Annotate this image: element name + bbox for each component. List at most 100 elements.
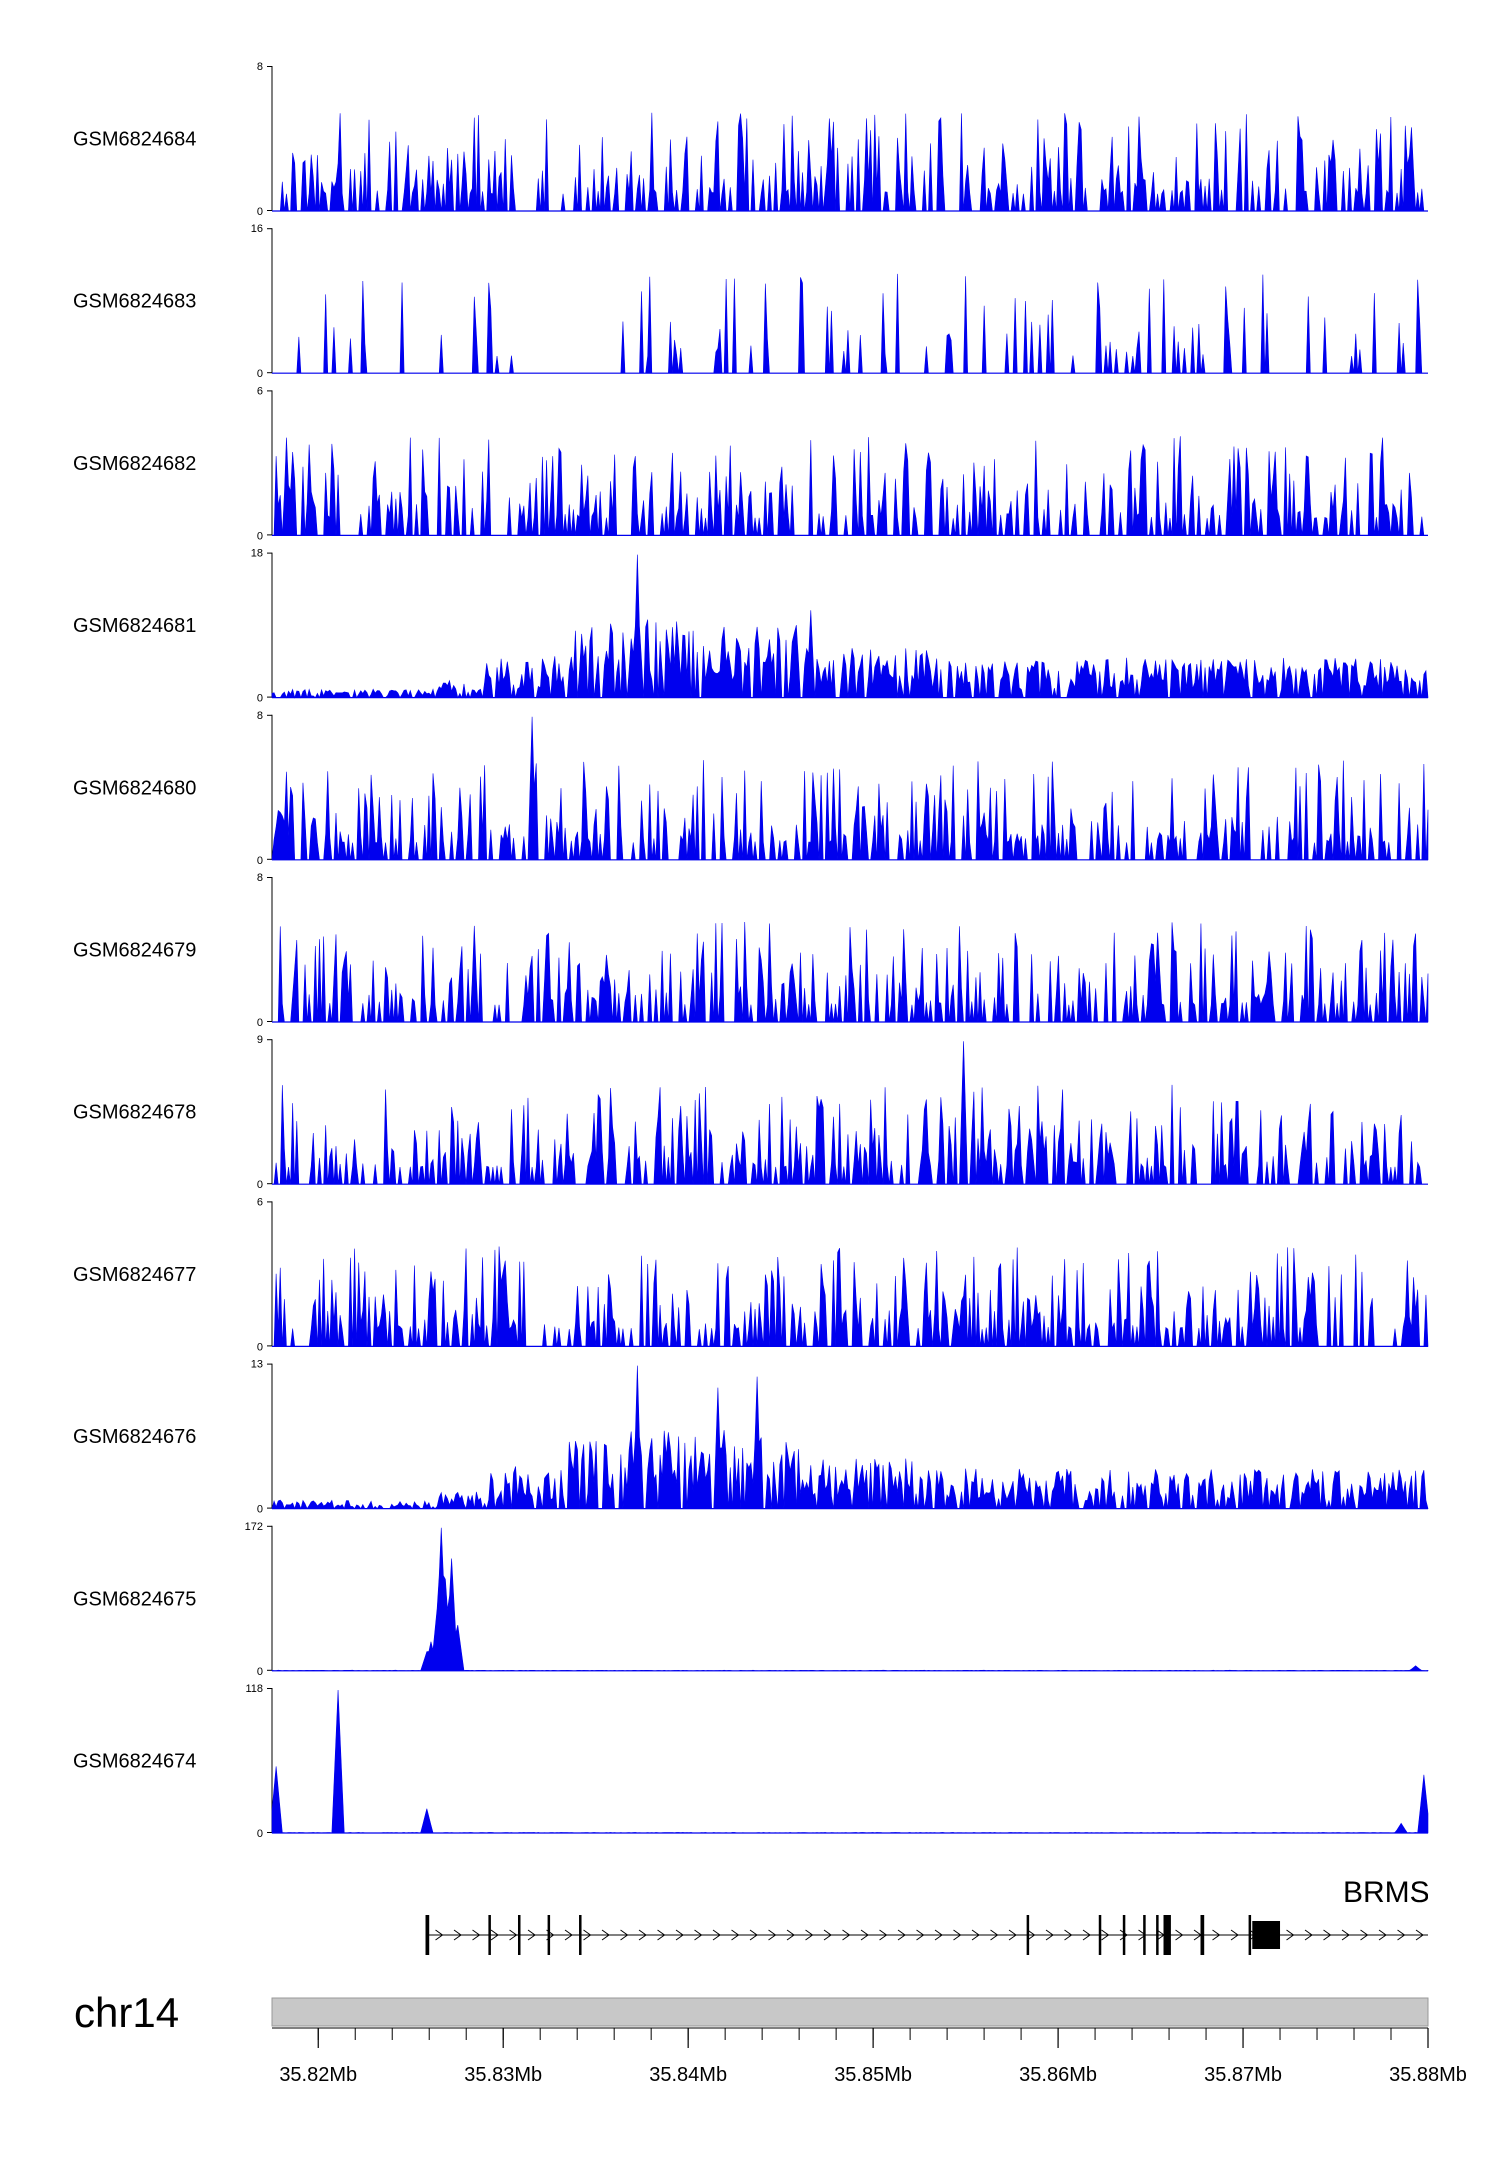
strand-arrow-icon	[694, 1929, 703, 1941]
strand-arrow-icon	[768, 1929, 777, 1941]
track-GSM6824676: GSM6824676 13 0	[73, 1359, 1429, 1516]
coverage-area	[272, 112, 1428, 212]
strand-arrow-icon	[583, 1929, 592, 1941]
track-label: GSM6824681	[73, 615, 196, 637]
strand-arrow-icon	[879, 1929, 888, 1941]
y-max-label: 13	[251, 1359, 263, 1371]
y-min-label: 0	[257, 855, 263, 867]
coverage-area	[272, 922, 1429, 1023]
strand-arrow-icon	[472, 1929, 481, 1941]
gene-exon	[1248, 1915, 1252, 1955]
strand-arrow-icon	[897, 1929, 906, 1941]
strand-arrow-icon	[1323, 1929, 1332, 1941]
coverage-area	[272, 436, 1428, 536]
strand-arrow-icon	[509, 1929, 518, 1941]
gene-exon	[1098, 1915, 1102, 1955]
gene-exon	[425, 1915, 430, 1955]
coverage-area	[272, 1246, 1429, 1347]
y-min-label: 0	[257, 206, 263, 218]
y-max-label: 9	[257, 1034, 263, 1046]
strand-arrow-icon	[601, 1929, 610, 1941]
strand-arrow-icon	[657, 1929, 666, 1941]
strand-arrow-icon	[453, 1929, 462, 1941]
strand-arrow-icon	[786, 1929, 795, 1941]
x-tick-label: 35.85Mb	[834, 2064, 912, 2086]
strand-arrow-icon	[1397, 1929, 1406, 1941]
y-min-label: 0	[257, 1341, 263, 1353]
coverage-tracks: GSM682468480GSM6824683160GSM682468260GSM…	[73, 61, 1429, 1840]
y-max-label: 118	[245, 1683, 263, 1695]
strand-arrow-icon	[1175, 1929, 1184, 1941]
strand-arrow-icon	[1341, 1929, 1350, 1941]
y-min-label: 0	[257, 368, 263, 380]
track-GSM6824683: GSM6824683 16 0	[73, 223, 1428, 380]
track-GSM6824679: GSM6824679 8 0	[73, 872, 1429, 1029]
strand-arrow-icon	[527, 1929, 536, 1941]
gene-exon	[1252, 1921, 1281, 1949]
gene-exon	[1026, 1915, 1030, 1955]
strand-arrow-icon	[971, 1929, 980, 1941]
strand-arrow-icon	[1045, 1929, 1054, 1941]
track-label: GSM6824683	[73, 291, 196, 313]
track-label: GSM6824682	[73, 453, 196, 475]
strand-arrow-icon	[620, 1929, 629, 1941]
strand-arrow-icon	[1360, 1929, 1369, 1941]
coverage-area	[271, 554, 1429, 699]
strand-arrow-icon	[1286, 1929, 1295, 1941]
strand-arrow-icon	[916, 1929, 925, 1941]
strand-arrow-icon	[934, 1929, 943, 1941]
strand-arrow-icon	[990, 1929, 999, 1941]
y-max-label: 6	[257, 1196, 263, 1208]
strand-arrow-icon	[675, 1929, 684, 1941]
y-max-label: 8	[257, 61, 263, 73]
track-label: GSM6824677	[73, 1264, 196, 1286]
track-label: GSM6824679	[73, 940, 196, 962]
x-tick-label: 35.87Mb	[1204, 2064, 1282, 2086]
y-max-label: 16	[251, 223, 263, 235]
y-max-label: 8	[257, 872, 263, 884]
x-tick-label: 35.86Mb	[1019, 2064, 1097, 2086]
strand-arrow-icon	[490, 1929, 499, 1941]
coverage-area	[271, 1365, 1429, 1510]
track-GSM6824684: GSM6824684 8 0	[73, 61, 1428, 218]
strand-arrow-icon	[435, 1929, 444, 1941]
y-min-label: 0	[257, 693, 263, 705]
track-GSM6824675: GSM6824675 172 0	[73, 1521, 1429, 1678]
y-max-label: 18	[251, 548, 263, 560]
coverage-area	[271, 1527, 1429, 1672]
gene-exon	[1163, 1915, 1171, 1955]
strand-arrow-icon	[638, 1929, 647, 1941]
y-min-label: 0	[257, 1828, 263, 1840]
strand-arrow-icon	[564, 1929, 573, 1941]
strand-arrow-icon	[860, 1929, 869, 1941]
gene-exon	[547, 1915, 551, 1955]
y-min-label: 0	[257, 1666, 263, 1678]
strand-arrow-icon	[749, 1929, 758, 1941]
track-GSM6824674: GSM6824674 118 0	[73, 1683, 1429, 1840]
strand-arrow-icon	[712, 1929, 721, 1941]
track-GSM6824680: GSM6824680 8 0	[73, 710, 1429, 867]
strand-arrow-icon	[1082, 1929, 1091, 1941]
chromosome-label: chr14	[74, 1989, 179, 2036]
gene-exon	[488, 1915, 491, 1955]
gene-label: BRMS	[1343, 1876, 1430, 1909]
x-tick-label: 35.82Mb	[279, 2064, 357, 2086]
strand-arrow-icon	[823, 1929, 832, 1941]
track-GSM6824682: GSM6824682 6 0	[73, 385, 1428, 542]
track-label: GSM6824674	[73, 1751, 196, 1773]
track-GSM6824681: GSM6824681 18 0	[73, 548, 1429, 705]
gene-exon	[1122, 1915, 1126, 1955]
gene-exon	[1156, 1915, 1159, 1955]
x-tick-label: 35.84Mb	[649, 2064, 727, 2086]
strand-arrow-icon	[1212, 1929, 1221, 1941]
gene-exon	[1200, 1915, 1205, 1955]
strand-arrow-icon	[1064, 1929, 1073, 1941]
strand-arrow-icon	[1378, 1929, 1387, 1941]
strand-arrow-icon	[1304, 1929, 1313, 1941]
strand-arrow-icon	[1415, 1929, 1424, 1941]
y-min-label: 0	[257, 1017, 263, 1029]
strand-arrow-icon	[731, 1929, 740, 1941]
coverage-area	[272, 1041, 1428, 1185]
track-GSM6824677: GSM6824677 6 0	[73, 1196, 1429, 1353]
track-label: GSM6824676	[73, 1426, 196, 1448]
